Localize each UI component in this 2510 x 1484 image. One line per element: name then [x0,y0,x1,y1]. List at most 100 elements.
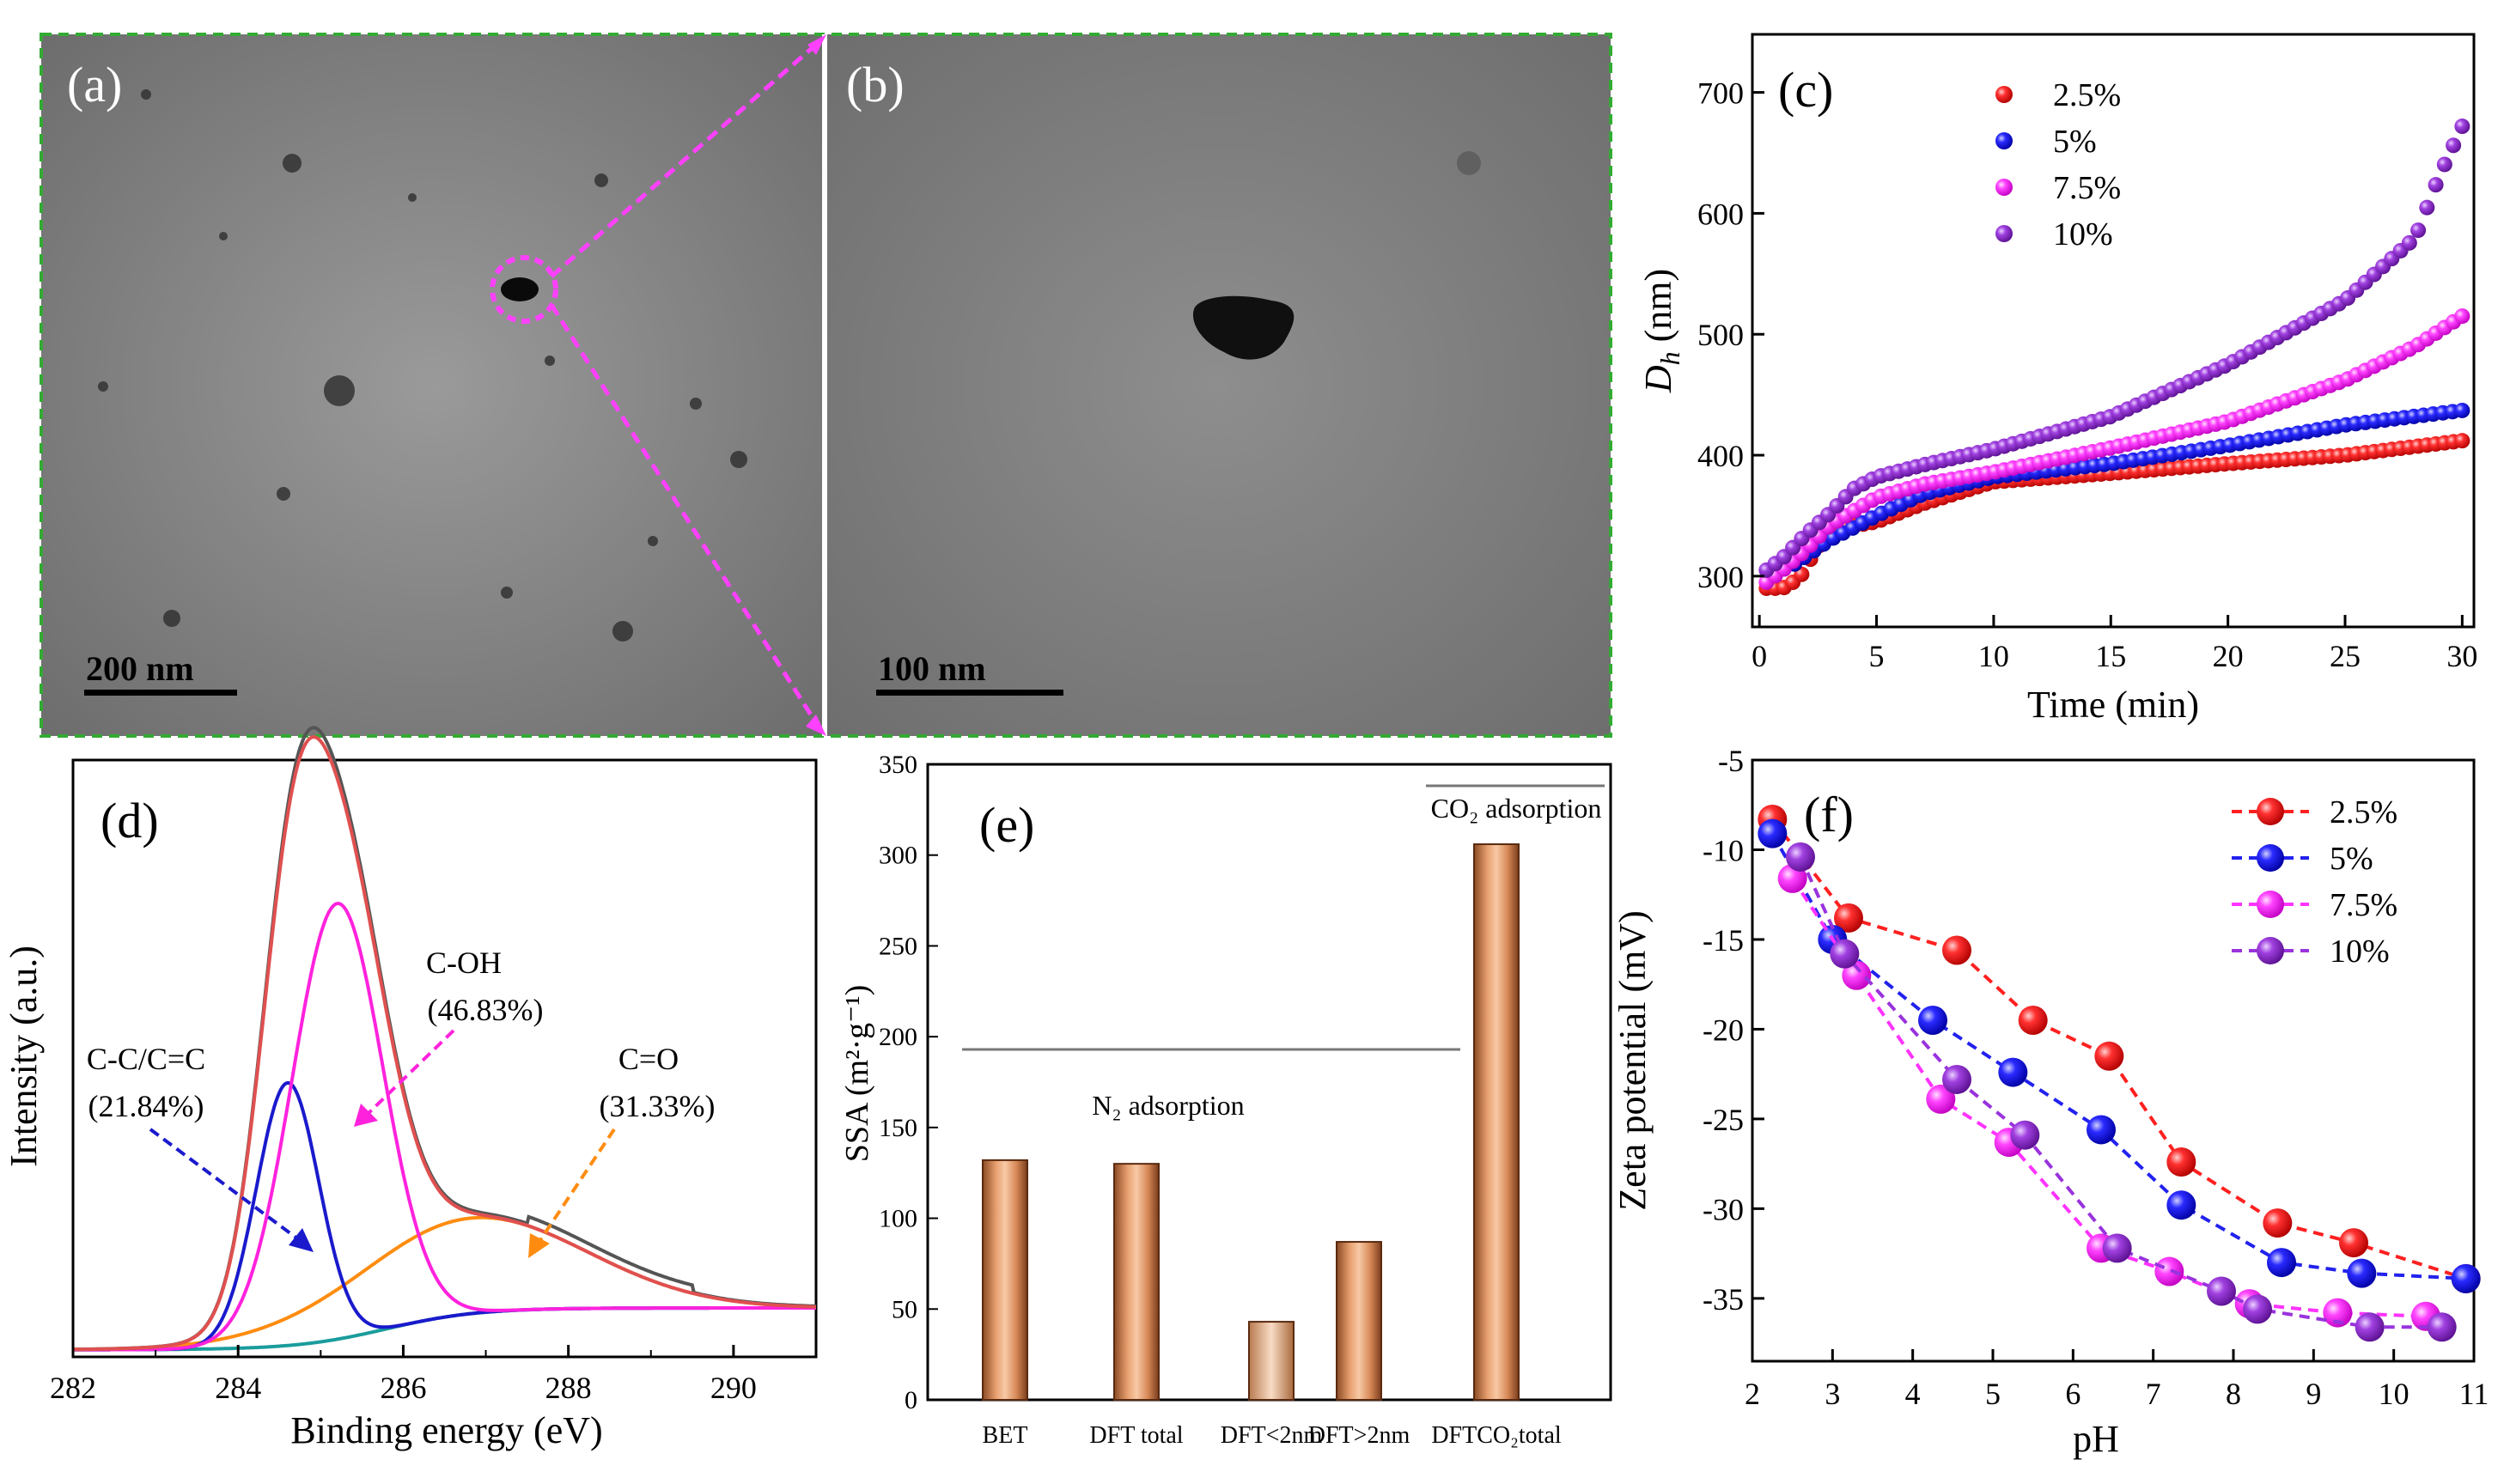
legend-label: 10% [2053,216,2113,252]
n2-group-label: N₂ adsorption [1092,1090,1244,1121]
ytick-label: 0 [905,1386,917,1414]
chart-d-xlabel: Binding energy (eV) [290,1409,602,1451]
xtick-label: 25 [2330,639,2361,673]
series-7.5% [1758,308,2470,590]
tem-main-particle-a [501,277,539,301]
chart-c: 0 5 10 15 20 25 30 300 400 500 600 700 (c) 2.5% 5% 7.… [1637,33,2477,726]
bar [1113,1163,1160,1401]
data-point [1926,1084,1956,1114]
legend-label: 5% [2330,841,2373,877]
annotation-co-pct: (31.33%) [600,1089,716,1123]
legend-marker [2257,844,2284,872]
xtick-label: 284 [215,1371,261,1405]
data-point [2401,234,2417,251]
xtick-label: 6 [2065,1377,2080,1411]
chart-e-bars [982,843,1520,1402]
ytick-label: 300 [879,842,917,870]
chart-f-legend: 2.5% 5% 7.5% 10% [2232,794,2397,970]
xtick-label: 30 [2446,639,2477,673]
chart-f-ylabel: Zeta potential (mV) [1611,910,1654,1210]
series-line [1770,818,2467,1280]
chart-d-lines [73,726,817,1352]
zoom-arrow-bottom [806,715,826,736]
xtick-label: 11 [2459,1377,2489,1411]
bar [1248,1321,1295,1401]
legend-label: 2.5% [2330,794,2397,830]
annotation-co-name: C=O [618,1042,679,1076]
ytick-label: -15 [1703,923,1744,958]
ytick-label: 500 [1697,318,1744,352]
annotation-cc-pct: (21.84%) [88,1089,204,1123]
ytick-label: 150 [879,1114,917,1142]
xtick-label: 5 [1869,639,1885,673]
panel-a: (a) 200 nm [41,34,825,736]
scale-bar-label-a: 200 nm [86,649,194,688]
chart-c-frame [1751,33,2476,629]
ytick-label: 700 [1697,76,1744,111]
xtick-label: 5 [1985,1377,2001,1411]
tem-image-b [825,34,1611,736]
xtick-label: 7 [2146,1377,2161,1411]
legend-marker [2257,891,2284,918]
data-point [1942,1064,1971,1094]
data-point [1942,935,1971,965]
chart-c-axes: 0 5 10 15 20 25 30 300 400 500 600 700 [1697,76,2477,673]
series-line [1799,855,2442,1329]
data-point [1786,842,1815,872]
zoom-arrow-top [807,34,826,55]
xtick-label: 3 [1825,1377,1840,1411]
chart-e-axes: 0 50 100 150 200 250 300 350 BET DFT total DFT<2nm… [879,751,1562,1449]
xtick-label: 15 [2095,639,2126,673]
legend-marker [2257,798,2284,825]
chart-e: 0 50 100 150 200 250 300 350 BET DFT total DFT<2nm… [839,751,1612,1449]
series-10% [1786,842,2457,1342]
xtick-label: 2 [1745,1377,1760,1411]
data-point [2355,1312,2385,1342]
ytick-label: 600 [1697,197,1744,231]
c-oh-peak-curve [73,902,816,1352]
bar [1473,843,1520,1401]
ytick-label: -30 [1703,1192,1744,1226]
ytick-label: 200 [879,1023,917,1051]
chart-c-ylabel: Dh (nm) [1637,269,1685,393]
data-point [2207,1276,2236,1306]
legend-marker [1995,132,2013,149]
xtick-label: 20 [2213,639,2244,673]
zoom-circle [490,255,558,324]
data-point [1842,960,1872,990]
data-point [1830,939,1860,969]
ytick-label: 350 [879,751,917,779]
arrowhead-cc [289,1228,314,1252]
series-2.5% [1758,804,2481,1293]
ytick-label: -5 [1718,744,1744,778]
xtick-label: 9 [2306,1377,2321,1411]
tem-main-particle-b [1192,295,1295,360]
panel-label-b: (b) [846,57,905,113]
ytick-label: 50 [892,1295,917,1323]
category-label: DFT>2nm [1308,1422,1410,1449]
annotation-cc-name: C-C/C=C [87,1042,205,1076]
annotation-coh-pct: (46.83%) [428,993,544,1027]
data-point [2018,1005,2048,1035]
data-point [2094,1041,2124,1071]
xtick-label: 10 [1978,639,2009,673]
xtick-label: 288 [545,1371,592,1405]
data-point [2166,1147,2196,1177]
ytick-label: -25 [1703,1103,1744,1137]
chart-d-ylabel: Intensity (a.u.) [3,946,45,1167]
chart-d-frame [71,758,818,1359]
ytick-label: 300 [1697,560,1744,594]
chart-d: 282 284 286 288 290 (d) Binding energy (eV) … [3,726,818,1451]
chart-e-ylabel: SSA (m²·g⁻¹) [839,985,875,1162]
chart-f: 2 3 4 5 6 7 8 9 10 11 -5 -10 -15 -20 -25 -30 -35 (f) 2.5… [1611,744,2489,1460]
c-o-peak-curve [73,1215,817,1352]
data-point [2323,1298,2353,1328]
data-point [1834,903,1863,933]
ytick-label: 100 [879,1205,917,1233]
data-point [2263,1208,2293,1238]
panel-label-e: (e) [979,797,1034,853]
data-point [2451,1263,2481,1293]
arrowhead-coh [354,1104,378,1127]
ytick-label: -10 [1703,833,1744,867]
legend-label: 10% [2330,934,2390,970]
